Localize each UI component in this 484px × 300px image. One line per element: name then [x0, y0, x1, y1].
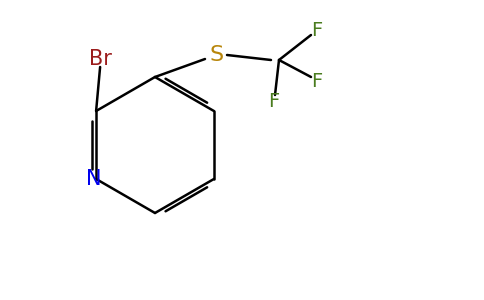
- Text: F: F: [268, 92, 280, 112]
- Text: N: N: [86, 169, 102, 189]
- Text: F: F: [311, 73, 323, 92]
- Text: S: S: [210, 45, 224, 65]
- Text: F: F: [311, 20, 323, 40]
- Text: Br: Br: [89, 49, 111, 69]
